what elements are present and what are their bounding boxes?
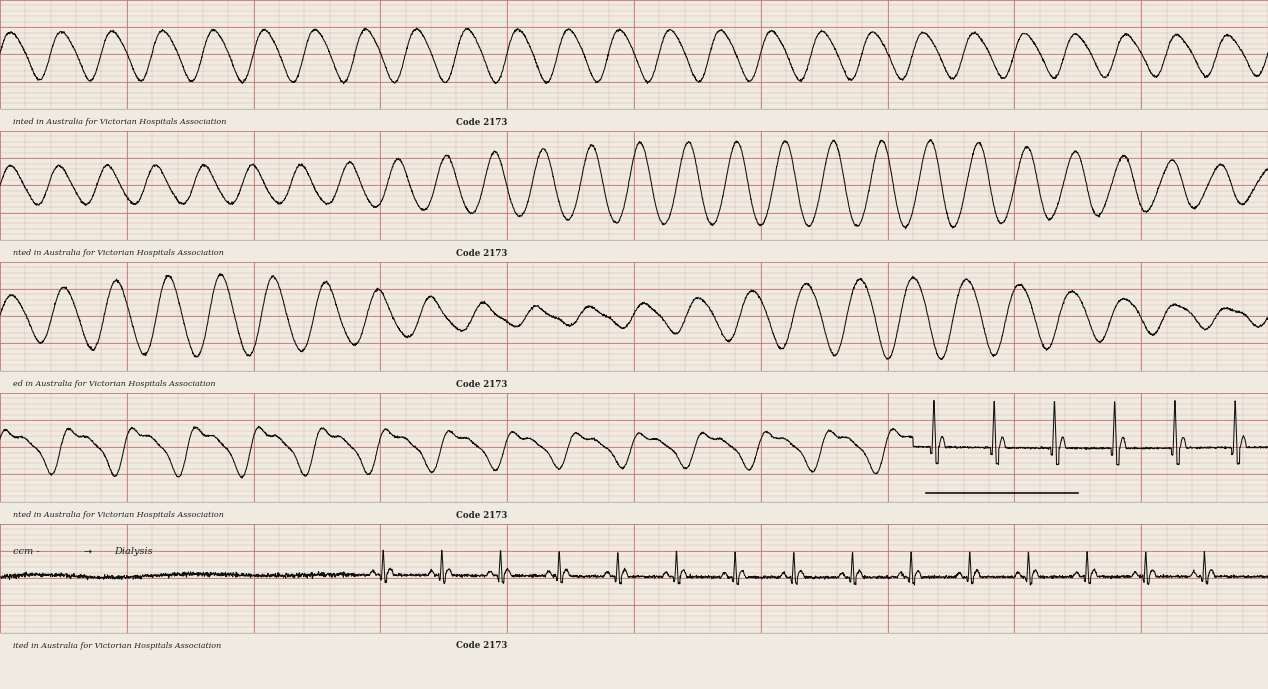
Text: inted in Australia for Victorian Hospitals Association: inted in Australia for Victorian Hospita… bbox=[13, 119, 226, 126]
Text: ed in Australia for Victorian Hospitals Association: ed in Australia for Victorian Hospitals … bbox=[13, 380, 216, 388]
Text: ccm -: ccm - bbox=[13, 547, 39, 556]
Text: Code 2173: Code 2173 bbox=[456, 249, 508, 258]
Text: Code 2173: Code 2173 bbox=[456, 118, 508, 127]
Text: nted in Australia for Victorian Hospitals Association: nted in Australia for Victorian Hospital… bbox=[13, 511, 223, 519]
Text: Dialysis: Dialysis bbox=[114, 547, 152, 556]
Text: nted in Australia for Victorian Hospitals Association: nted in Australia for Victorian Hospital… bbox=[13, 249, 223, 257]
Text: Code 2173: Code 2173 bbox=[456, 511, 508, 520]
Text: $\rightarrow$: $\rightarrow$ bbox=[82, 546, 94, 556]
Text: Code 2173: Code 2173 bbox=[456, 641, 508, 650]
Text: ited in Australia for Victorian Hospitals Association: ited in Australia for Victorian Hospital… bbox=[13, 642, 221, 650]
Text: Code 2173: Code 2173 bbox=[456, 380, 508, 389]
